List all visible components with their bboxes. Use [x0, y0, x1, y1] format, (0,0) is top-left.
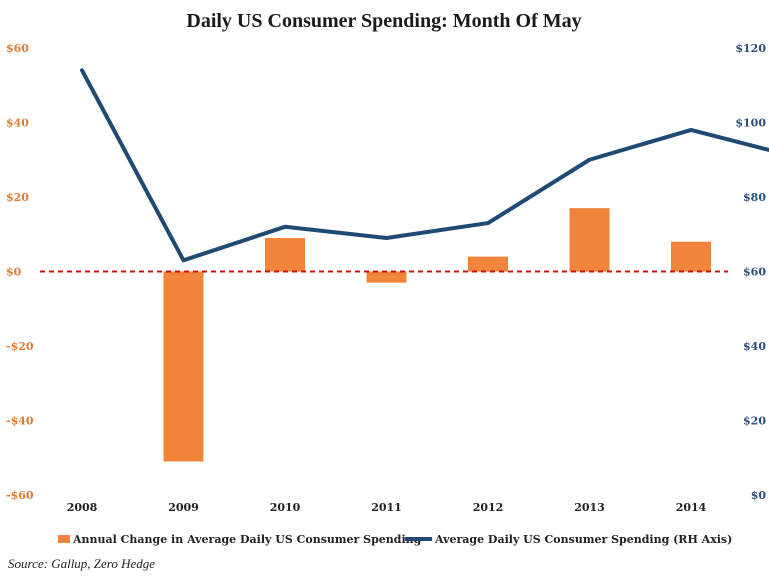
bar-2009 [163, 271, 204, 462]
left-y-tick-label: $20 [6, 191, 29, 204]
bar-series [163, 208, 711, 462]
left-y-tick-label: -$60 [6, 489, 34, 502]
x-axis: 20082009201020112012201320142015 [67, 501, 707, 514]
x-tick-label: 2008 [67, 501, 98, 514]
right-y-tick-label: $100 [735, 117, 766, 130]
left-y-tick-label: $0 [6, 266, 22, 279]
line-path [80, 68, 769, 263]
bar-2011 [366, 271, 407, 283]
x-tick-label: 2009 [168, 501, 199, 514]
line-series [80, 68, 769, 263]
right-y-tick-label: $20 [743, 415, 766, 428]
source-note: Source: Gallup, Zero Hedge [8, 556, 155, 571]
x-tick-label: 2010 [270, 501, 301, 514]
left-y-tick-label: $60 [6, 42, 29, 55]
x-tick-label: 2012 [473, 501, 504, 514]
legend-label-bar: Annual Change in Average Daily US Consum… [72, 533, 422, 546]
x-tick-label: 2014 [676, 501, 707, 514]
legend-swatch-bar [58, 535, 70, 543]
x-tick-label: 2011 [371, 501, 402, 514]
chart-title: Daily US Consumer Spending: Month Of May [186, 10, 581, 32]
right-y-tick-label: $40 [743, 340, 766, 353]
right-y-tick-label: $120 [735, 42, 766, 55]
left-y-tick-label: $40 [6, 117, 29, 130]
right-y-tick-label: $80 [743, 191, 766, 204]
bar-2013 [569, 208, 610, 272]
left-y-axis: -$60 -$40 -$20 $0 $20 $40 $60 [6, 42, 34, 502]
x-tick-label: 2013 [574, 501, 605, 514]
bar-2012 [468, 256, 508, 272]
legend-label-line: Average Daily US Consumer Spending (RH A… [434, 533, 732, 546]
left-y-tick-label: -$40 [6, 415, 34, 428]
right-y-tick-label: $0 [751, 489, 767, 502]
legend: Annual Change in Average Daily US Consum… [58, 533, 732, 546]
left-y-tick-label: -$20 [6, 340, 34, 353]
right-y-tick-label: $60 [743, 266, 766, 279]
bar-2010 [265, 237, 305, 272]
bar-2014 [671, 241, 711, 272]
right-y-axis: $0 $20 $40 $60 $80 $100 $120 [735, 42, 766, 502]
